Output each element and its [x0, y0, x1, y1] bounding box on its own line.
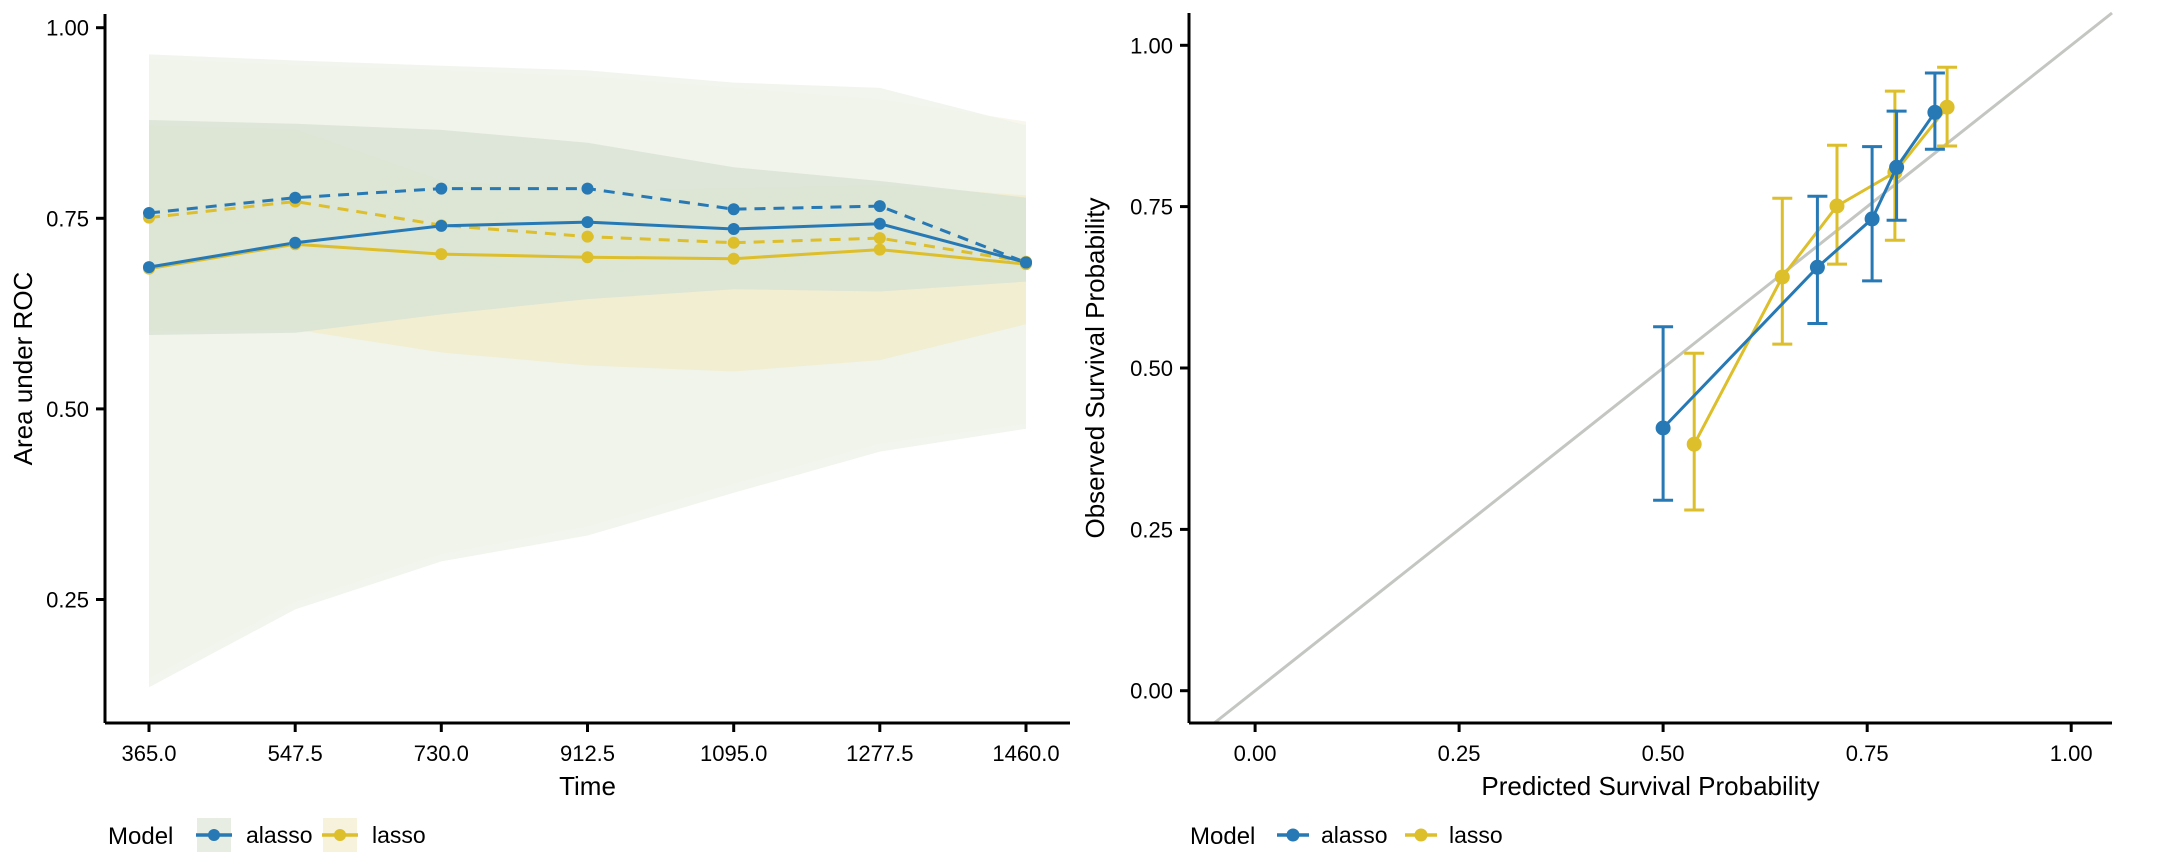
alasso-dashed-point	[289, 191, 302, 204]
x-tick-label: 365.0	[121, 741, 176, 766]
y-axis-title: Area under ROC	[8, 272, 38, 466]
y-tick-label: 0.75	[46, 206, 89, 231]
x-tick-label: 0.00	[1234, 741, 1277, 766]
alasso-calibration-point	[1809, 259, 1825, 275]
lasso-dashed-point	[581, 230, 594, 243]
alasso-solid-point	[873, 217, 886, 230]
legend-label-alasso: alasso	[246, 822, 312, 848]
alasso-calibration-point	[1889, 159, 1905, 175]
legend-label-lasso: lasso	[372, 822, 426, 848]
alasso-dashed-point	[435, 182, 448, 195]
alasso-dashed-point	[727, 203, 740, 216]
x-tick-label: 0.75	[1846, 741, 1889, 766]
y-tick-label: 0.00	[1130, 679, 1173, 704]
x-tick-label: 730.0	[414, 741, 469, 766]
alasso-dashed-point	[581, 182, 594, 195]
lasso-solid-point	[727, 252, 740, 265]
y-tick-label: 0.25	[1130, 517, 1173, 542]
alasso-solid-point	[143, 261, 155, 274]
lasso-dashed-point	[873, 232, 886, 245]
lasso-dashed-point	[727, 236, 740, 249]
lasso-solid-point	[435, 248, 448, 261]
legend-title: Model	[108, 823, 173, 850]
alasso-solid-point	[727, 223, 740, 235]
x-tick-label: 912.5	[560, 741, 615, 766]
legend-key-point-lasso	[334, 829, 346, 841]
right-legend	[1277, 828, 1437, 842]
lasso-solid-point	[873, 243, 886, 256]
lasso-solid-point	[581, 251, 594, 264]
alasso-solid-point	[581, 216, 594, 229]
alasso-calibration-point	[1655, 420, 1671, 436]
alasso-dashed-point	[143, 207, 155, 219]
x-tick-label: 0.50	[1642, 741, 1685, 766]
x-tick-label: 1460.0	[992, 741, 1059, 766]
x-axis-title: Time	[559, 771, 616, 801]
lasso-calibration-point	[1939, 99, 1955, 115]
alasso-calibration-point	[1927, 104, 1943, 120]
legend-title: Model	[1190, 823, 1255, 850]
y-tick-label: 0.25	[46, 588, 89, 613]
lasso-calibration-line	[1692, 106, 1949, 445]
alasso-solid-point	[289, 236, 302, 249]
alasso-calibration-point	[1864, 211, 1880, 227]
left-panel-plot-area	[143, 54, 1032, 688]
alasso-dashed-point	[1020, 256, 1032, 269]
y-tick-label: 1.00	[1130, 33, 1173, 58]
legend-label-lasso: lasso	[1449, 822, 1503, 848]
x-tick-label: 547.5	[268, 741, 323, 766]
x-tick-label: 1277.5	[846, 741, 913, 766]
x-tick-label: 1.00	[2050, 741, 2093, 766]
x-tick-label: 0.25	[1438, 741, 1481, 766]
x-tick-label: 1095.0	[700, 741, 767, 766]
alasso-solid-point	[435, 219, 448, 232]
alasso-dashed-point	[873, 200, 886, 213]
legend-key-point-alasso	[208, 829, 220, 841]
y-tick-label: 0.50	[46, 397, 89, 422]
legend-key-point-alasso	[1286, 828, 1300, 842]
lasso-calibration-point	[1774, 269, 1790, 285]
legend-label-alasso: alasso	[1321, 822, 1387, 848]
lasso-calibration-point	[1829, 198, 1845, 214]
lasso-calibration-point	[1686, 436, 1702, 452]
y-tick-label: 1.00	[46, 16, 89, 41]
left-legend	[196, 818, 358, 852]
x-axis-title: Predicted Survival Probability	[1481, 771, 1819, 801]
right-panel-plot-area	[1213, 11, 2113, 725]
legend-key-point-lasso	[1414, 828, 1428, 842]
y-axis-title: Observed Survival Probability	[1080, 197, 1110, 538]
y-tick-label: 0.50	[1130, 356, 1173, 381]
y-tick-label: 0.75	[1130, 195, 1173, 220]
